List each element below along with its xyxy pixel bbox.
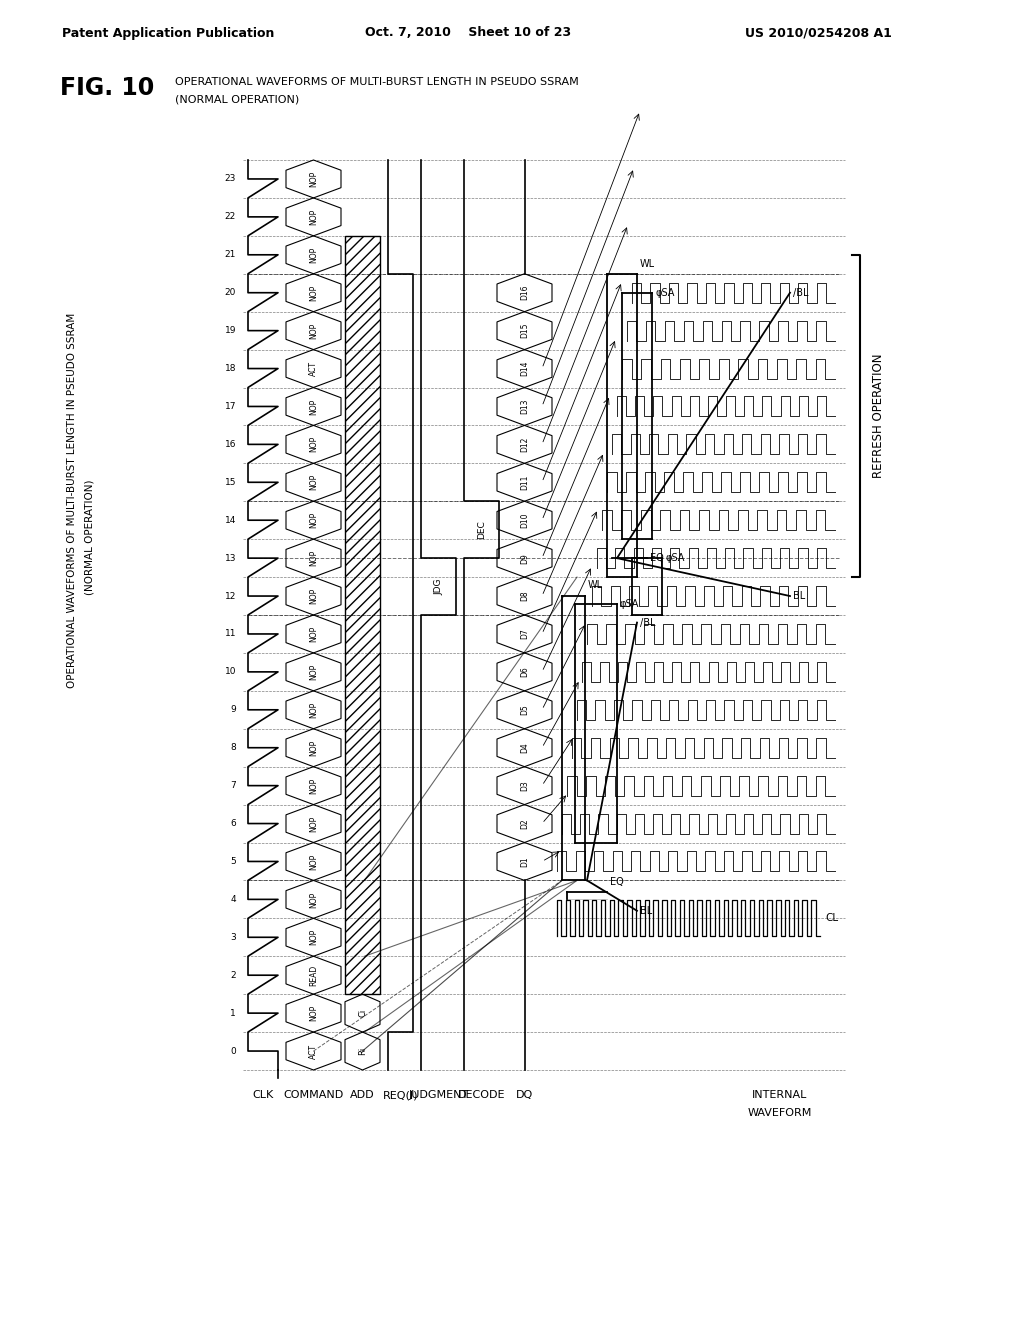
Text: φSA: φSA [665,553,684,564]
Text: INTERNAL: INTERNAL [753,1090,808,1100]
Text: NOP: NOP [309,170,318,187]
Text: 13: 13 [224,553,236,562]
Text: 14: 14 [224,516,236,525]
Text: /BL: /BL [640,618,655,627]
Text: NOP: NOP [309,626,318,642]
Text: 0: 0 [230,1047,236,1056]
Text: 4: 4 [230,895,236,904]
Text: JUDGMENT: JUDGMENT [409,1090,469,1100]
Text: D14: D14 [520,360,529,376]
Text: 2: 2 [230,970,236,979]
Text: 18: 18 [224,364,236,374]
Text: BL: BL [640,906,652,916]
Text: Oct. 7, 2010    Sheet 10 of 23: Oct. 7, 2010 Sheet 10 of 23 [365,26,571,40]
Text: Patent Application Publication: Patent Application Publication [62,26,274,40]
Text: 8: 8 [230,743,236,752]
Text: 9: 9 [230,705,236,714]
Text: 21: 21 [224,251,236,259]
Text: 10: 10 [224,668,236,676]
Text: JDG: JDG [434,578,443,595]
Text: NOP: NOP [309,474,318,491]
Text: φSA: φSA [655,288,675,298]
Text: OPERATIONAL WAVEFORMS OF MULTI-BURST LENGTH IN PSEUDO SSRAM: OPERATIONAL WAVEFORMS OF MULTI-BURST LEN… [67,313,77,688]
Text: NOP: NOP [309,512,318,528]
Text: D16: D16 [520,285,529,301]
Text: NOP: NOP [309,739,318,756]
Text: 20: 20 [224,288,236,297]
Text: NOP: NOP [309,1005,318,1022]
Text: ACT: ACT [309,1044,318,1059]
Text: 15: 15 [224,478,236,487]
Text: NOP: NOP [309,816,318,832]
Text: D10: D10 [520,512,529,528]
Text: NOP: NOP [309,550,318,566]
Text: NOP: NOP [309,285,318,301]
Text: NOP: NOP [309,702,318,718]
Text: NOP: NOP [309,891,318,908]
Text: 17: 17 [224,403,236,411]
Text: EQ: EQ [610,876,624,887]
Text: ADD: ADD [350,1090,375,1100]
Text: Ri: Ri [358,1047,367,1055]
Text: D8: D8 [520,591,529,602]
Text: DECODE: DECODE [458,1090,505,1100]
Text: 16: 16 [224,440,236,449]
Text: (NORMAL OPERATION): (NORMAL OPERATION) [175,95,299,106]
Text: CL: CL [825,913,838,923]
Text: 7: 7 [230,781,236,791]
Text: D3: D3 [520,780,529,791]
Text: DQ: DQ [516,1090,534,1100]
Text: REFRESH OPERATION: REFRESH OPERATION [872,354,885,478]
Text: OPERATIONAL WAVEFORMS OF MULTI-BURST LENGTH IN PSEUDO SSRAM: OPERATIONAL WAVEFORMS OF MULTI-BURST LEN… [175,77,579,87]
Text: D12: D12 [520,437,529,451]
Text: NOP: NOP [309,322,318,339]
Text: 22: 22 [224,213,236,222]
Text: WL: WL [640,259,655,269]
Text: NOP: NOP [309,209,318,224]
Text: READ: READ [309,965,318,986]
Text: 1: 1 [230,1008,236,1018]
Text: NOP: NOP [309,853,318,870]
Text: COMMAND: COMMAND [284,1090,344,1100]
Text: D9: D9 [520,553,529,564]
Text: 3: 3 [230,933,236,941]
Text: WL: WL [588,579,603,590]
Text: 23: 23 [224,174,236,183]
Text: 19: 19 [224,326,236,335]
Text: NOP: NOP [309,664,318,680]
Text: NOP: NOP [309,399,318,414]
Text: NOP: NOP [309,777,318,793]
Text: ACT: ACT [309,362,318,376]
Text: D13: D13 [520,399,529,414]
Text: CLK: CLK [252,1090,273,1100]
Text: BL: BL [793,591,805,601]
Text: NOP: NOP [309,587,318,605]
Text: D7: D7 [520,628,529,639]
Text: Ci: Ci [358,1008,367,1018]
Text: D11: D11 [520,475,529,490]
Text: D5: D5 [520,705,529,715]
Text: 12: 12 [224,591,236,601]
Text: US 2010/0254208 A1: US 2010/0254208 A1 [745,26,892,40]
Text: (NORMAL OPERATION): (NORMAL OPERATION) [84,479,94,595]
Text: D1: D1 [520,857,529,867]
Text: D4: D4 [520,742,529,754]
Text: EQ: EQ [650,553,664,564]
Text: D2: D2 [520,818,529,829]
Text: D6: D6 [520,667,529,677]
Text: NOP: NOP [309,929,318,945]
Text: φSA: φSA [620,599,639,609]
Text: 11: 11 [224,630,236,639]
Text: WAVEFORM: WAVEFORM [748,1107,812,1118]
Text: NOP: NOP [309,436,318,453]
Text: REQ(I): REQ(I) [383,1090,418,1100]
Text: 6: 6 [230,818,236,828]
Text: DEC: DEC [477,520,486,539]
Text: D15: D15 [520,323,529,338]
Text: FIG. 10: FIG. 10 [60,77,155,100]
Text: 5: 5 [230,857,236,866]
Text: NOP: NOP [309,247,318,263]
Bar [345,236,380,994]
Text: /BL: /BL [793,288,809,298]
